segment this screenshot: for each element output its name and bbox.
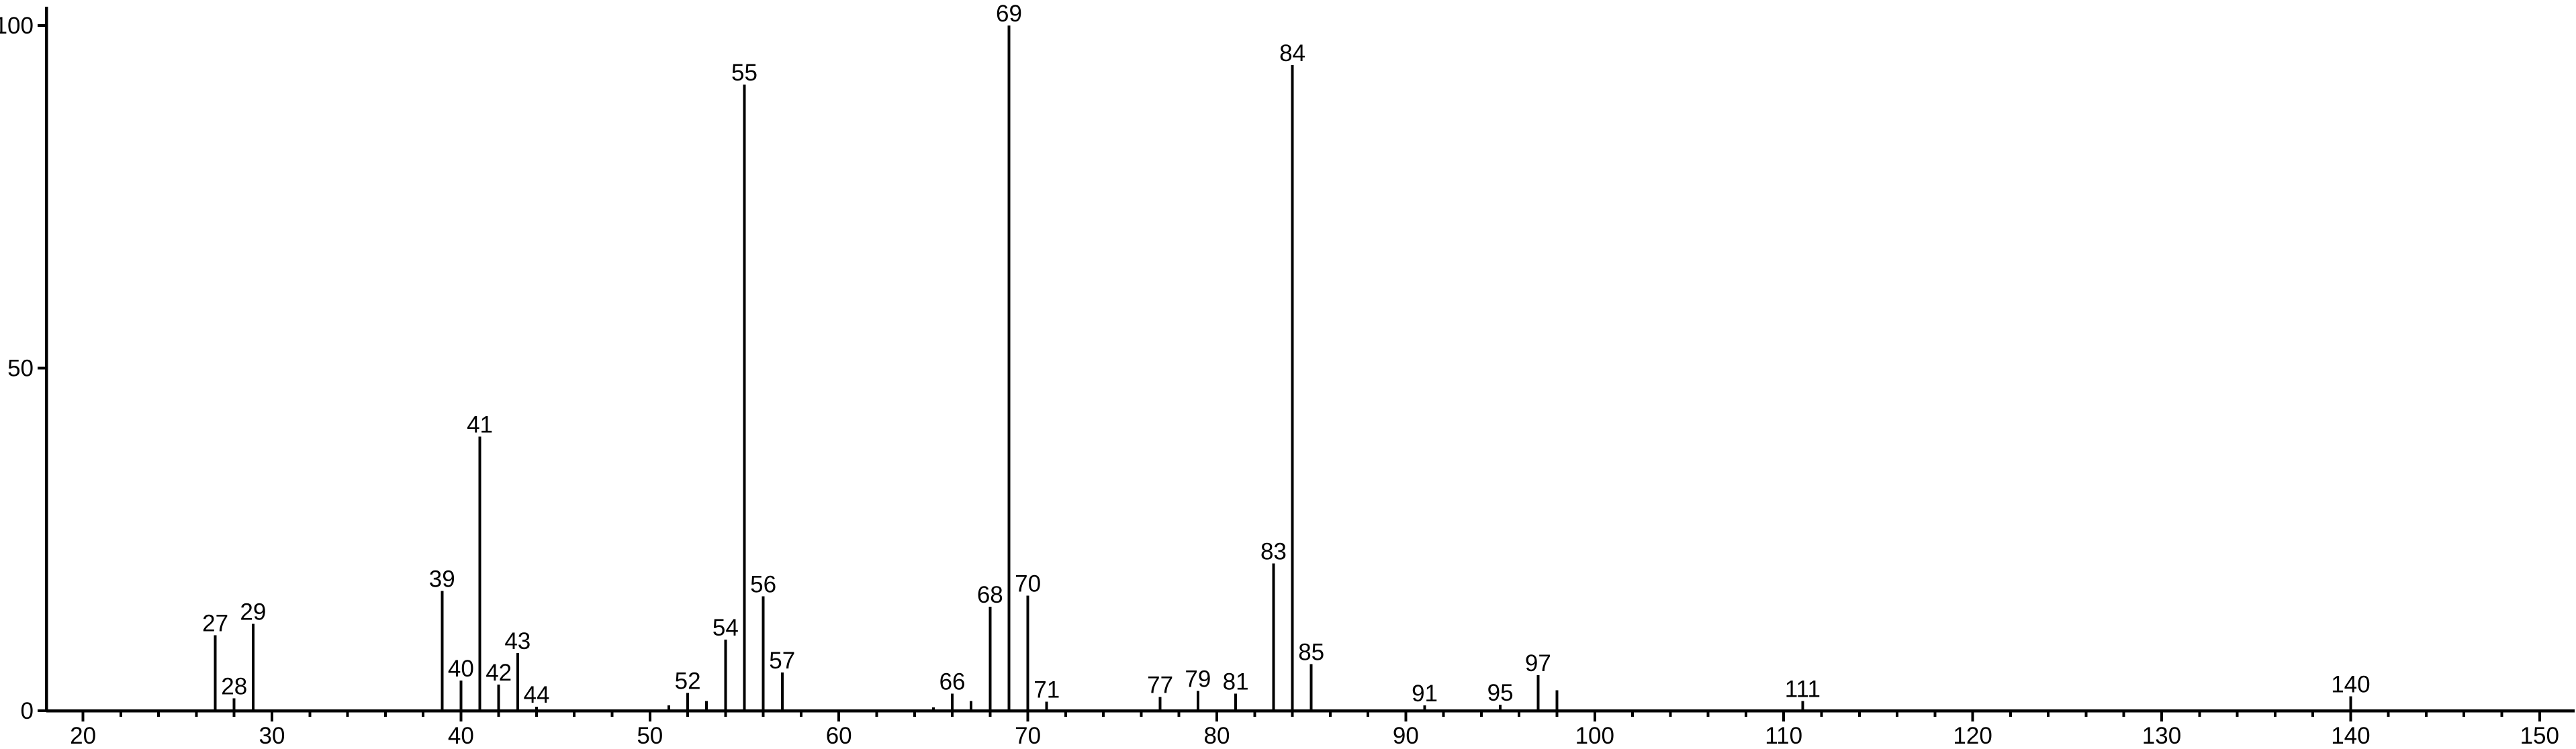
peak-label: 91 [1412, 681, 1438, 707]
y-tick-label: 0 [21, 698, 34, 724]
x-axis-ticks: 20 30 40 50 60 70 80 90 100 110 120 130 140 150 [70, 711, 2559, 749]
peak-label: 42 [486, 660, 512, 686]
x-tick-label: 40 [448, 723, 474, 749]
peak-label: 55 [731, 60, 757, 86]
x-tick-label: 30 [259, 723, 285, 749]
peak-label: 81 [1223, 668, 1249, 695]
peak-label: 77 [1147, 672, 1173, 699]
y-axis-ticks: 0 50 100 [0, 13, 46, 724]
peak-label: 29 [240, 599, 266, 625]
x-tick-label: 120 [1953, 723, 1992, 749]
x-tick-label: 80 [1204, 723, 1230, 749]
peak-label: 70 [1015, 570, 1041, 597]
peak-label: 69 [996, 1, 1022, 27]
axes [44, 7, 2575, 713]
x-tick-label: 100 [1575, 723, 1614, 749]
peak-label: 85 [1298, 640, 1324, 666]
peak-label: 56 [750, 571, 776, 597]
peak-label: 57 [769, 648, 795, 674]
peak-label: 41 [467, 412, 493, 438]
x-tick-label: 150 [2520, 723, 2559, 749]
x-tick-label: 130 [2142, 723, 2181, 749]
peaks [214, 26, 2352, 711]
x-tick-label: 20 [70, 723, 96, 749]
x-tick-label: 50 [637, 723, 663, 749]
peak-label: 43 [504, 628, 531, 654]
peak-label: 44 [523, 682, 549, 708]
y-tick-label: 50 [7, 356, 34, 382]
peak-label: 71 [1033, 677, 1060, 703]
x-tick-label: 60 [826, 723, 852, 749]
peak-labels: 27 28 29 39 40 41 42 43 44 52 54 55 56 57 66 68 69 70 71 77… [202, 1, 2370, 708]
x-tick-label: 90 [1393, 723, 1419, 749]
peak-label: 27 [202, 611, 228, 637]
x-tick-label: 110 [1765, 723, 1802, 749]
x-tick-label: 70 [1015, 723, 1041, 749]
peak-label: 39 [429, 566, 455, 592]
peak-label: 66 [939, 668, 966, 695]
peak-label: 111 [1785, 677, 1821, 703]
peak-label: 95 [1487, 680, 1514, 706]
peak-label: 40 [448, 656, 474, 682]
peak-label: 68 [977, 582, 1003, 608]
x-tick-label: 140 [2331, 723, 2370, 749]
peak-label: 97 [1525, 650, 1551, 677]
y-tick-label: 100 [0, 13, 34, 39]
peak-label: 79 [1185, 666, 1211, 692]
peak-label: 140 [2331, 672, 2370, 698]
peak-label: 83 [1260, 538, 1287, 564]
peak-label: 54 [712, 615, 739, 641]
peak-label: 52 [675, 668, 701, 694]
peak-label: 84 [1279, 40, 1305, 66]
peak-label: 28 [221, 674, 247, 700]
